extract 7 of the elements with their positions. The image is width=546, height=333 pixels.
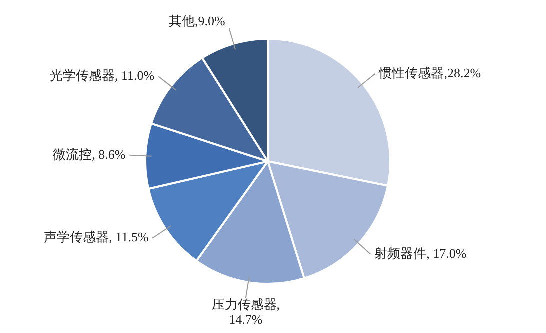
slice-label: 射频器件, 17.0% — [374, 246, 467, 261]
slice-label: 其他,9.0% — [169, 13, 226, 28]
slice-label: 微流控, 8.6% — [53, 146, 126, 162]
slice-label: 声学传感器, 11.5% — [44, 230, 149, 245]
slice-label: 惯性传感器,28.2% — [378, 65, 482, 80]
slice-label: 光学传感器, 11.0% — [50, 68, 155, 84]
slice-label: 压力传感器, 14.7% — [212, 297, 280, 328]
